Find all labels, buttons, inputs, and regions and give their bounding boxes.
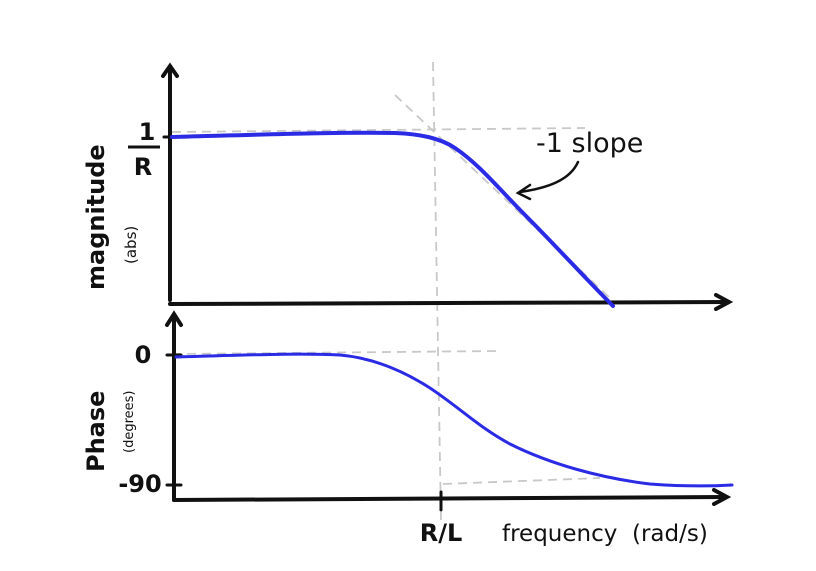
- magnitude-x-axis-arrow: [714, 293, 734, 311]
- x-axis-label: frequency: [502, 521, 617, 547]
- magnitude-axis-unit: (abs): [122, 226, 140, 264]
- phase-minus90-label: -90: [118, 470, 161, 498]
- magnitude-axes: [161, 62, 734, 311]
- magnitude-tick-numerator: 1: [139, 118, 156, 146]
- magnitude-axis-label: magnitude: [82, 144, 110, 290]
- phase-axes: [165, 310, 732, 512]
- magnitude-tick-denominator: R: [134, 153, 152, 181]
- phase-axis-unit: (degrees): [122, 391, 137, 453]
- phase-x-axis-arrow: [712, 488, 732, 506]
- phase-minus90-asymptote: [442, 477, 601, 485]
- phase-curve: [174, 352, 734, 488]
- slope-annotation-arrow: [518, 160, 580, 194]
- phase-zero-label: 0: [135, 341, 152, 369]
- magnitude-y-axis-arrow: [161, 62, 179, 78]
- x-axis-unit: (rad/s): [632, 521, 708, 547]
- magnitude-x-axis: [168, 300, 730, 306]
- phase-axis-label: Phase: [82, 391, 110, 472]
- phase-y-axis-arrow: [165, 310, 183, 327]
- corner-frequency-guide: [432, 61, 442, 521]
- slope-annotation-arrowhead: [515, 183, 532, 201]
- slope-annotation-label: -1 slope: [536, 128, 643, 159]
- phase-x-axis: [172, 495, 728, 502]
- magnitude-asymptote-flat: [171, 127, 586, 133]
- phase-zero-asymptote: [171, 350, 501, 355]
- magnitude-curve: [170, 130, 615, 308]
- corner-frequency-label: R/L: [420, 519, 463, 547]
